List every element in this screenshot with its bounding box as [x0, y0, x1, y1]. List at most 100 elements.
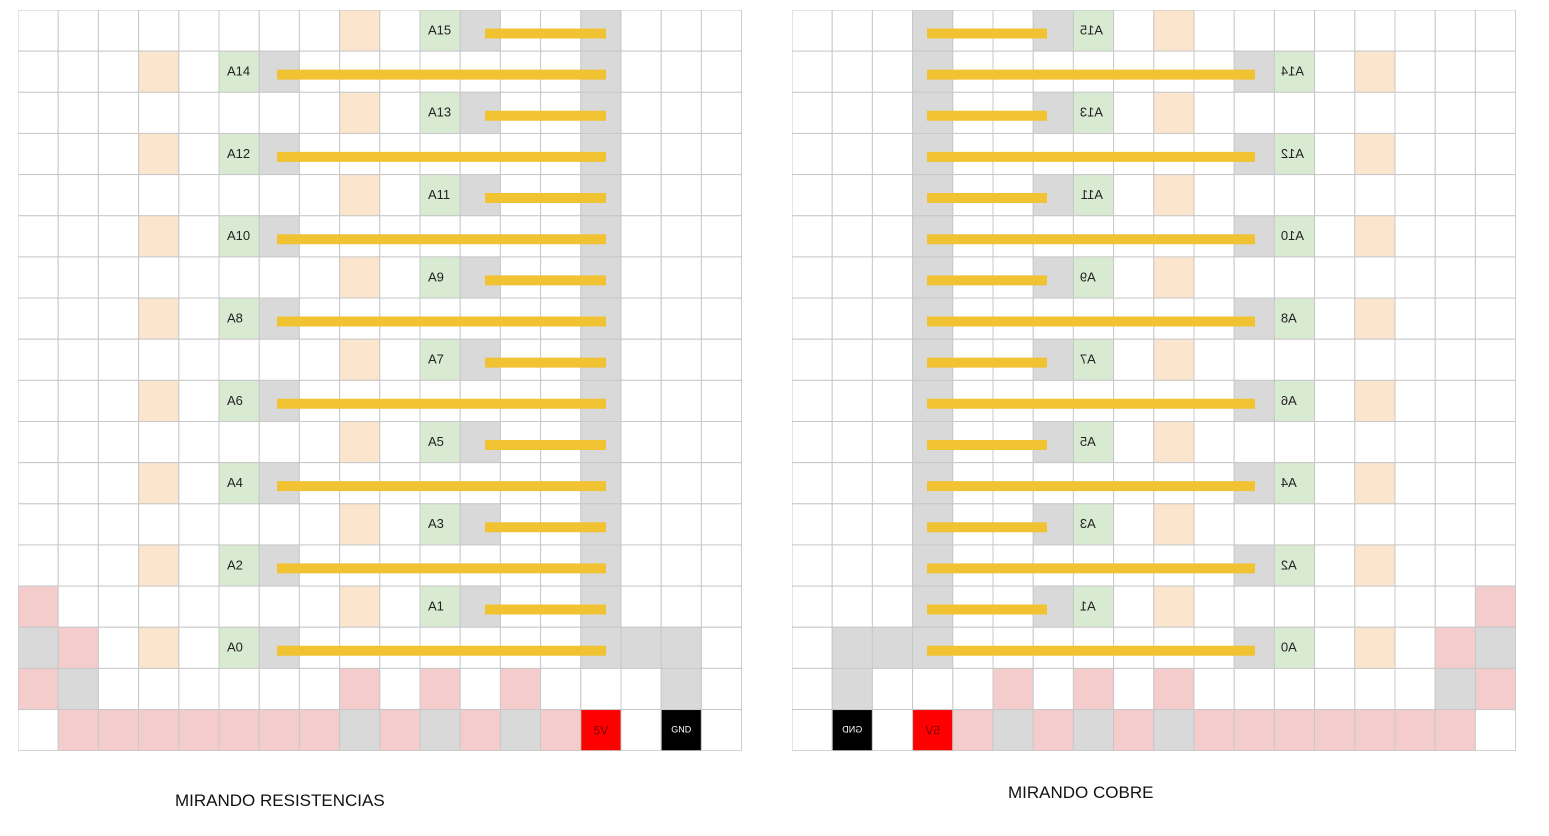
grid-cell [1354, 667, 1396, 711]
grid-cell [1474, 585, 1516, 628]
grid-cell [660, 174, 702, 217]
grid-cell [18, 297, 59, 340]
grid-cell [1474, 132, 1516, 176]
grid-cell [1233, 585, 1275, 628]
grid-cell [97, 174, 140, 217]
grid-cell [700, 462, 742, 505]
grid-cell [831, 297, 873, 340]
grid-cell [178, 626, 220, 669]
grid-cell [178, 544, 220, 587]
grid-cell [57, 544, 99, 587]
grid-cell [1233, 256, 1275, 299]
grid-cell [831, 256, 873, 299]
grid-cell [912, 667, 954, 711]
grid-cell [258, 421, 300, 464]
grid-cell [1032, 667, 1074, 711]
grid-cell [298, 91, 341, 134]
pin-label-a9: A9 [1080, 269, 1096, 284]
grid-cell [57, 667, 99, 711]
grid-cell [178, 132, 220, 176]
grid-cell [1233, 503, 1275, 546]
grid-cell [1474, 462, 1516, 505]
grid-cell [792, 50, 833, 93]
grid-cell [660, 10, 702, 52]
grid-cell [700, 297, 742, 340]
grid-cell [792, 297, 833, 340]
grid-cell [1273, 709, 1316, 751]
grid-cell [1233, 421, 1275, 464]
grid-cell [258, 91, 300, 134]
pin-label-a10: A10 [1281, 228, 1304, 243]
grid-cell [138, 10, 180, 52]
grid-cell [1273, 585, 1316, 628]
pin-label-a4: A4 [1281, 475, 1297, 490]
grid-cell [379, 667, 421, 711]
grid-cell [1314, 667, 1356, 711]
grid-cell [178, 256, 220, 299]
grid-cell [18, 215, 59, 258]
grid-cell [218, 667, 260, 711]
grid-cell [1193, 503, 1235, 546]
grid-cell [952, 709, 994, 751]
grid-cell [57, 709, 99, 751]
grid-cell [1153, 421, 1195, 464]
grid-cell [459, 709, 501, 751]
grid-cell [1314, 132, 1356, 176]
grid-cell [218, 503, 260, 546]
grid-cell [660, 132, 702, 176]
grid-cell [1354, 174, 1396, 217]
grid-cell [660, 626, 702, 669]
grid-cell [620, 256, 662, 299]
grid-cell [660, 256, 702, 299]
grid-cell [1072, 709, 1115, 751]
grid-cell [1394, 338, 1436, 381]
grid-cell [1474, 709, 1516, 751]
grid-cell [1273, 338, 1316, 381]
grid-cell [298, 585, 341, 628]
grid-cell [700, 667, 742, 711]
grid-cell [178, 10, 220, 52]
grid-cell [1354, 297, 1396, 340]
grid-cell [1233, 338, 1275, 381]
grid-cell [831, 91, 873, 134]
grid-cell [700, 503, 742, 546]
grid-cell [57, 297, 99, 340]
grid-cell [1434, 91, 1476, 134]
grid-cell [700, 544, 742, 587]
grid-cell [1233, 10, 1275, 52]
grid-cell [218, 421, 260, 464]
pin-label-a12: A12 [1281, 146, 1304, 161]
grid-cell [831, 462, 873, 505]
board-copper-side: A15 A14 A13 A12 A11 A10 A9 A8 A7 A6 A5 A4 A3 A2 A1 A0 5V… [792, 10, 1516, 751]
grid-cell [298, 174, 341, 217]
grid-cell [97, 503, 140, 546]
pin-label-a13: A13 [428, 105, 451, 120]
grid-cell [1314, 503, 1356, 546]
grid-cell [1434, 585, 1476, 628]
grid-cell [218, 10, 260, 52]
grid-cell [1474, 215, 1516, 258]
grid-cell [1113, 10, 1155, 52]
grid-cell [1394, 421, 1436, 464]
grid-cell [18, 626, 59, 669]
grid-cell [57, 50, 99, 93]
grid-cell [700, 50, 742, 93]
grid-cell [1394, 667, 1436, 711]
grid-cell [1474, 544, 1516, 587]
grid-cell [1394, 297, 1436, 340]
grid-cell [178, 667, 220, 711]
grid-cell [339, 338, 381, 381]
grid-cell [1072, 421, 1115, 464]
grid-cell [700, 585, 742, 628]
grid-cell [792, 667, 833, 711]
grid-cell [1193, 91, 1235, 134]
grid-cell [178, 50, 220, 93]
grid-cell [97, 667, 140, 711]
grid-cell [1434, 626, 1476, 669]
grid-cell [1314, 626, 1356, 669]
grid-cell [339, 174, 381, 217]
grid-cell [97, 297, 140, 340]
grid-cell [1314, 544, 1356, 587]
grid-cell [258, 585, 300, 628]
pin-label-a2: A2 [1281, 557, 1297, 572]
